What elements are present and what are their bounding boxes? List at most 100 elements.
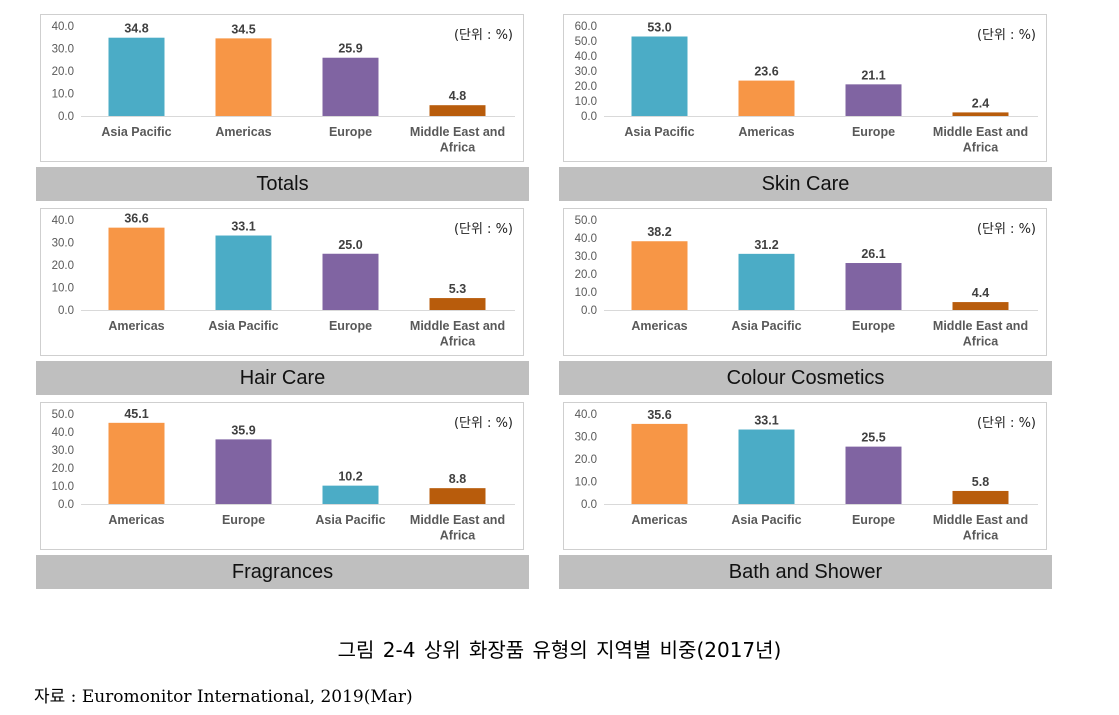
x-tick-label: Europe <box>852 125 895 139</box>
data-label: 34.8 <box>124 22 148 36</box>
data-label: 5.3 <box>449 282 466 296</box>
chart-box: 0.0 10.0 20.0 30.0 40.0 35.6 Americas 33.1 Asia … <box>563 402 1047 550</box>
y-tick-label: 40.0 <box>575 409 597 421</box>
x-tick-label: Asia Pacific <box>731 319 801 333</box>
chart-title: Hair Care <box>36 361 529 395</box>
chart-title: Totals <box>36 167 529 201</box>
y-tick-label: 50.0 <box>575 36 597 48</box>
x-tick-label: Americas <box>108 513 164 527</box>
data-label: 8.8 <box>449 472 466 486</box>
bar <box>322 57 379 116</box>
x-tick-label: Americas <box>108 319 164 333</box>
y-tick-label: 0.0 <box>58 305 74 317</box>
chart-box: 0.0 10.0 20.0 30.0 40.0 36.6 Americas 33.1 Asia … <box>40 208 524 356</box>
bar <box>322 253 379 310</box>
data-label: 36.6 <box>124 212 148 226</box>
unit-label: (단위 : %) <box>453 222 513 237</box>
bar <box>952 490 1009 504</box>
y-tick-label: 20.0 <box>575 454 597 466</box>
data-label: 10.2 <box>338 470 362 484</box>
y-tick-label: 20.0 <box>575 269 597 281</box>
y-tick-label: 0.0 <box>58 499 74 511</box>
x-tick-label: Americas <box>631 513 687 527</box>
x-tick-label: Americas <box>738 125 794 139</box>
y-tick-label: 30.0 <box>575 66 597 78</box>
unit-label: (단위 : %) <box>976 222 1036 237</box>
bar <box>215 38 272 116</box>
y-tick-label: 10.0 <box>52 89 74 101</box>
x-tick-label: Europe <box>329 319 372 333</box>
y-tick-label: 10.0 <box>575 477 597 489</box>
x-tick-label: Africa <box>440 141 476 155</box>
x-tick-label: Africa <box>963 335 999 349</box>
y-tick-label: 0.0 <box>581 499 597 511</box>
data-label: 23.6 <box>754 65 778 79</box>
y-tick-label: 50.0 <box>52 409 74 421</box>
y-tick-label: 40.0 <box>575 51 597 63</box>
bar-chart-svg: 0.0 10.0 20.0 30.0 40.0 50.0 45.1 Americas 35.9 E… <box>52 407 515 543</box>
x-tick-label: Africa <box>440 529 476 543</box>
bar <box>845 263 902 310</box>
y-tick-label: 40.0 <box>575 233 597 245</box>
x-tick-label: Middle East and <box>933 513 1028 527</box>
x-tick-label: Europe <box>852 319 895 333</box>
x-tick-label: Europe <box>222 513 265 527</box>
source-note: 자료 : Euromonitor International, 2019(Mar… <box>34 687 413 707</box>
y-tick-label: 10.0 <box>52 283 74 295</box>
data-label: 33.1 <box>754 414 778 428</box>
x-tick-label: Middle East and <box>410 513 505 527</box>
chart-title: Colour Cosmetics <box>559 361 1052 395</box>
x-tick-label: Europe <box>852 513 895 527</box>
x-tick-label: Americas <box>215 125 271 139</box>
data-label: 38.2 <box>647 225 671 239</box>
bar-chart-svg: 0.0 10.0 20.0 30.0 40.0 50.0 60.0 53.0 Asia Paci… <box>575 21 1038 155</box>
bar <box>738 80 795 116</box>
x-tick-label: Americas <box>631 319 687 333</box>
bar <box>738 429 795 504</box>
bar-chart-svg: 0.0 10.0 20.0 30.0 40.0 34.8 Asia Pacific 34.5 A… <box>52 21 515 155</box>
data-label: 2.4 <box>972 96 989 110</box>
bar <box>429 298 486 310</box>
x-tick-label: Asia Pacific <box>624 125 694 139</box>
x-tick-label: Africa <box>440 335 476 349</box>
x-tick-label: Middle East and <box>933 125 1028 139</box>
y-tick-label: 20.0 <box>52 463 74 475</box>
data-label: 25.0 <box>338 238 362 252</box>
bar <box>631 36 688 116</box>
chart-title: Fragrances <box>36 555 529 589</box>
x-tick-label: Asia Pacific <box>208 319 278 333</box>
chart-box: 0.0 10.0 20.0 30.0 40.0 50.0 45.1 Americas 35.9 E… <box>40 402 524 550</box>
data-label: 34.5 <box>231 22 255 36</box>
chart-title: Skin Care <box>559 167 1052 201</box>
chart-box: 0.0 10.0 20.0 30.0 40.0 50.0 38.2 Americas 31.2 A… <box>563 208 1047 356</box>
y-tick-label: 20.0 <box>52 260 74 272</box>
x-tick-label: Middle East and <box>410 319 505 333</box>
x-tick-label: Africa <box>963 529 999 543</box>
data-label: 25.9 <box>338 42 362 56</box>
bar-chart-svg: 0.0 10.0 20.0 30.0 40.0 36.6 Americas 33.1 Asia … <box>52 212 515 349</box>
unit-label: (단위 : %) <box>453 28 513 43</box>
x-tick-label: Middle East and <box>410 125 505 139</box>
y-tick-label: 0.0 <box>581 305 597 317</box>
data-label: 45.1 <box>124 407 148 421</box>
y-tick-label: 10.0 <box>575 96 597 108</box>
data-label: 5.8 <box>972 475 989 489</box>
y-tick-label: 30.0 <box>52 238 74 250</box>
y-tick-label: 40.0 <box>52 21 74 33</box>
x-tick-label: Asia Pacific <box>315 513 385 527</box>
y-tick-label: 30.0 <box>575 432 597 444</box>
y-tick-label: 20.0 <box>575 81 597 93</box>
chart-box: 0.0 10.0 20.0 30.0 40.0 50.0 60.0 53.0 Asia Paci… <box>563 14 1047 162</box>
x-tick-label: Asia Pacific <box>101 125 171 139</box>
bar <box>108 227 165 310</box>
y-tick-label: 0.0 <box>581 111 597 123</box>
x-tick-label: Asia Pacific <box>731 513 801 527</box>
x-tick-label: Europe <box>329 125 372 139</box>
bar <box>429 105 486 116</box>
bar <box>215 439 272 504</box>
data-label: 53.0 <box>647 21 671 35</box>
y-tick-label: 30.0 <box>52 44 74 56</box>
data-label: 26.1 <box>861 247 885 261</box>
bar <box>738 253 795 310</box>
data-label: 35.6 <box>647 408 671 422</box>
